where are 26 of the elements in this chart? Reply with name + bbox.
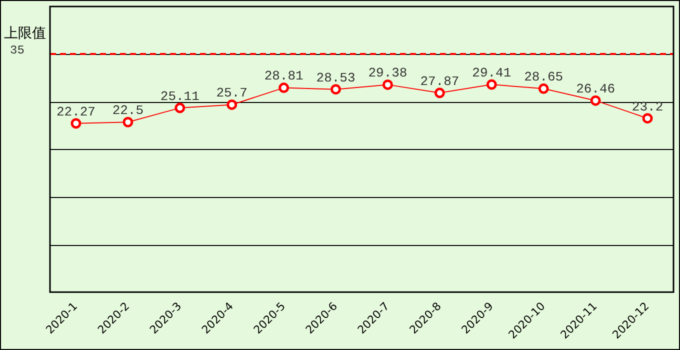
data-label: 26.46	[576, 82, 616, 97]
text: 35	[10, 43, 24, 58]
data-label: 28.53	[316, 70, 356, 86]
point	[590, 95, 601, 106]
point	[70, 118, 82, 129]
data-label: 28.65	[524, 70, 564, 85]
point	[278, 82, 290, 94]
data-label: 29.38	[368, 66, 408, 81]
data-label: 28.81	[264, 68, 304, 84]
point	[382, 79, 393, 90]
point	[434, 88, 445, 98]
point	[486, 79, 497, 90]
point	[174, 102, 186, 114]
point	[122, 116, 134, 128]
data-label: 25.11	[160, 88, 200, 104]
data-label: 23.2	[632, 99, 664, 114]
data-label: 27.87	[420, 74, 460, 89]
data-label: 29.41	[472, 65, 512, 80]
data-label: 22.5	[112, 103, 144, 118]
point	[226, 99, 238, 110]
point	[330, 84, 342, 95]
data-label: 25.7	[216, 86, 248, 101]
data-label: 22.27	[56, 104, 96, 120]
ref-line-label: 上限值	[4, 26, 46, 42]
point	[538, 83, 549, 94]
point	[642, 113, 653, 124]
